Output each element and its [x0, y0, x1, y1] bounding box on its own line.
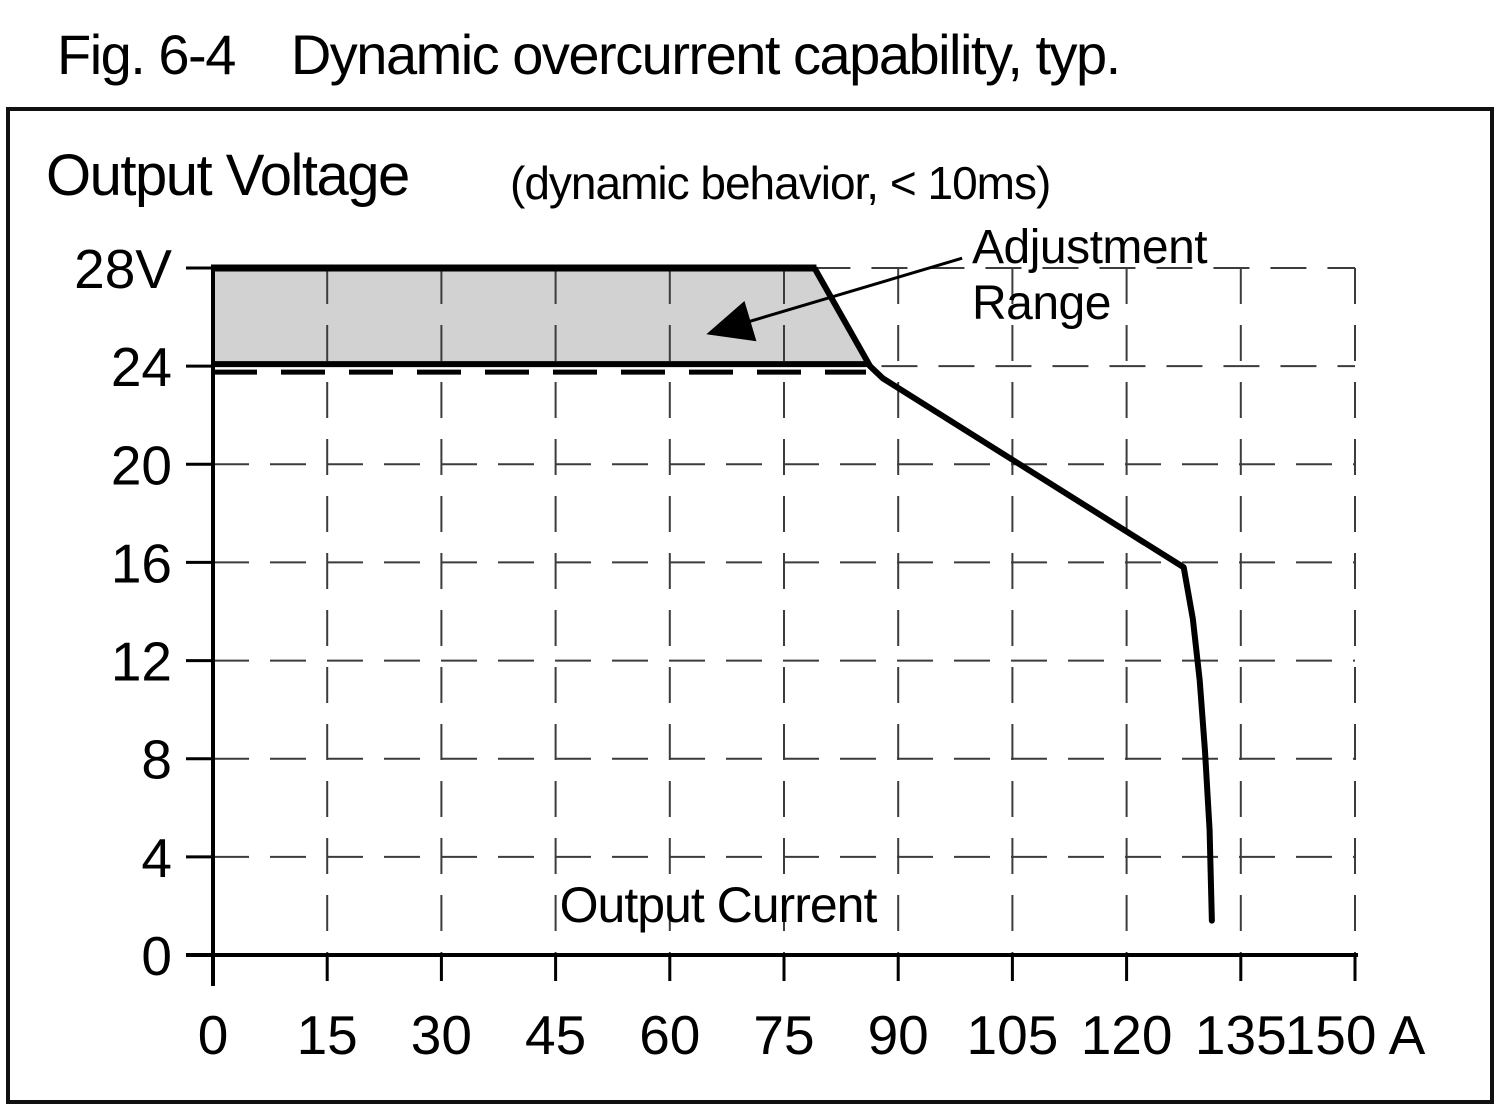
adjustment-range-label-line1: Adjustment: [972, 221, 1208, 274]
annotation-arrow: [706, 256, 963, 342]
x-tick-label: 75: [753, 1004, 814, 1066]
x-tick-label: 45: [525, 1004, 586, 1066]
x-tick-label: 150 A: [1285, 1004, 1426, 1066]
y-axis-title: Output Voltage: [46, 143, 410, 208]
y-tick-label: 0: [141, 925, 172, 987]
x-tick-label: 30: [411, 1004, 472, 1066]
x-tick-label: 15: [297, 1004, 358, 1066]
plot-frame: [6, 107, 1494, 1104]
x-tick-label: 90: [868, 1004, 929, 1066]
y-tick-label: 28V: [74, 238, 172, 300]
x-tick-label: 60: [639, 1004, 700, 1066]
x-tick-label: 0: [198, 1004, 229, 1066]
arrowhead-icon: [706, 301, 757, 342]
figure-title: Fig. 6-4 Dynamic overcurrent capability, …: [57, 22, 1121, 87]
x-axis-title: Output Current: [559, 877, 878, 933]
adjustment-region: [213, 268, 871, 367]
figure-title-text: Dynamic overcurrent capability, typ.: [290, 23, 1121, 86]
y-tick-label: 24: [111, 336, 172, 398]
y-tick-label: 8: [141, 729, 172, 791]
gridlines: [213, 267, 1356, 955]
adjustment-range-label-line2: Range: [972, 277, 1111, 330]
adjustment-range-label: Adjustment Range: [972, 220, 1208, 332]
x-tick-label: 135: [1195, 1004, 1287, 1066]
y-tick-label: 4: [141, 827, 172, 889]
y-axis-note: (dynamic behavior, < 10ms): [510, 157, 1051, 209]
x-tick-label: 120: [1081, 1004, 1173, 1066]
x-tick-label: 105: [967, 1004, 1059, 1066]
y-tick-label: 16: [111, 532, 172, 594]
y-tick-label: 20: [111, 434, 172, 496]
y-tick-label: 12: [111, 631, 172, 693]
axes: [186, 265, 1358, 986]
figure-number: Fig. 6-4: [57, 23, 236, 86]
overcurrent-curve: [867, 363, 1215, 924]
y-tick-labels: 0 4 8 12 16 20 24 28V: [74, 238, 172, 987]
adjustment-region-border: [211, 264, 873, 375]
